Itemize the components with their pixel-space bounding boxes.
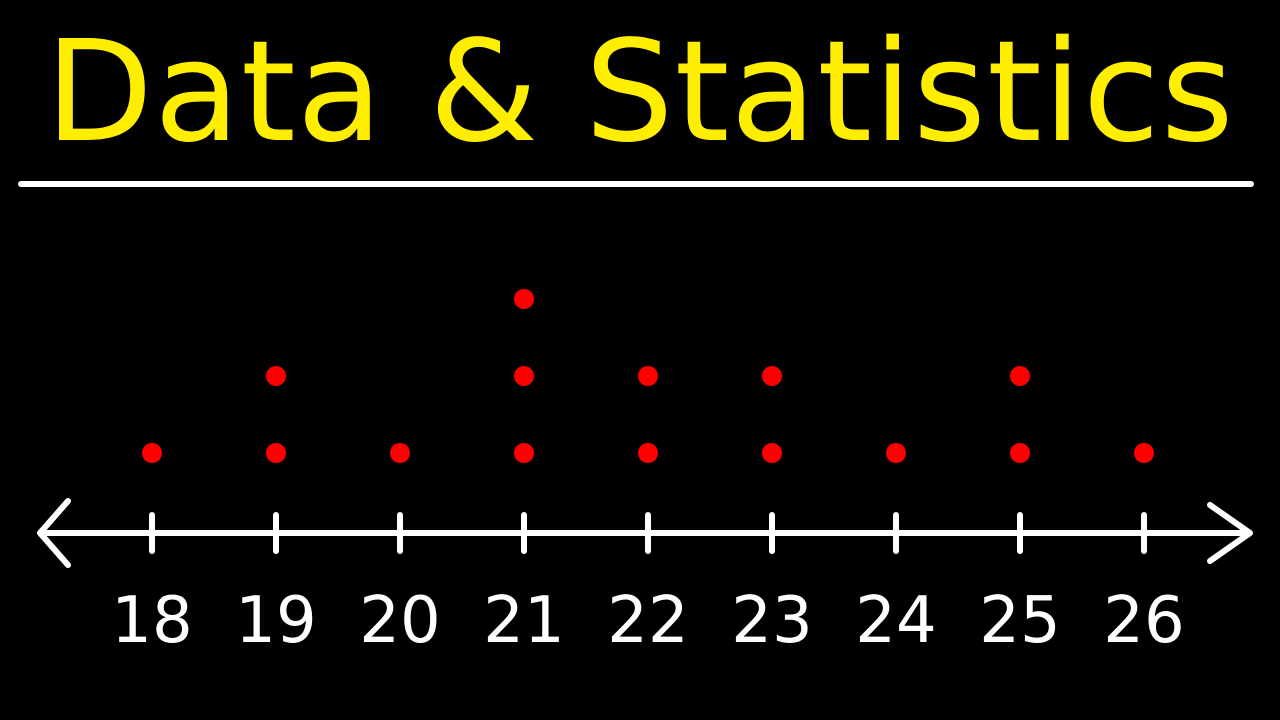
data-dot (1010, 443, 1030, 463)
tick-label: 25 (979, 584, 1060, 658)
data-dot (514, 366, 534, 386)
data-dot (266, 366, 286, 386)
data-dot (390, 443, 410, 463)
axis-tick-labels: 18 19 20 21 22 23 24 25 26 (111, 584, 1184, 658)
data-dot (142, 443, 162, 463)
tick-label: 22 (607, 584, 688, 658)
data-dot (266, 443, 286, 463)
axis-ticks (149, 512, 1147, 554)
data-dot (762, 443, 782, 463)
data-dot (1134, 443, 1154, 463)
right-arrow-icon (1207, 502, 1253, 564)
data-dot (514, 289, 534, 309)
tick-label: 24 (855, 584, 936, 658)
tick-label: 23 (731, 584, 812, 658)
data-dot (514, 443, 534, 463)
tick-label: 21 (483, 584, 564, 658)
tick-label: 26 (1103, 584, 1184, 658)
data-dot (886, 443, 906, 463)
data-dot (1010, 366, 1030, 386)
tick-label: 19 (235, 584, 316, 658)
tick-label: 20 (359, 584, 440, 658)
data-dot (762, 366, 782, 386)
page-title: Data & Statistics (45, 11, 1235, 174)
data-dot (638, 443, 658, 463)
title-underline (18, 181, 1254, 187)
tick-label: 18 (111, 584, 192, 658)
left-arrow-icon (37, 498, 71, 568)
data-dot (638, 366, 658, 386)
data-dots (142, 289, 1154, 463)
